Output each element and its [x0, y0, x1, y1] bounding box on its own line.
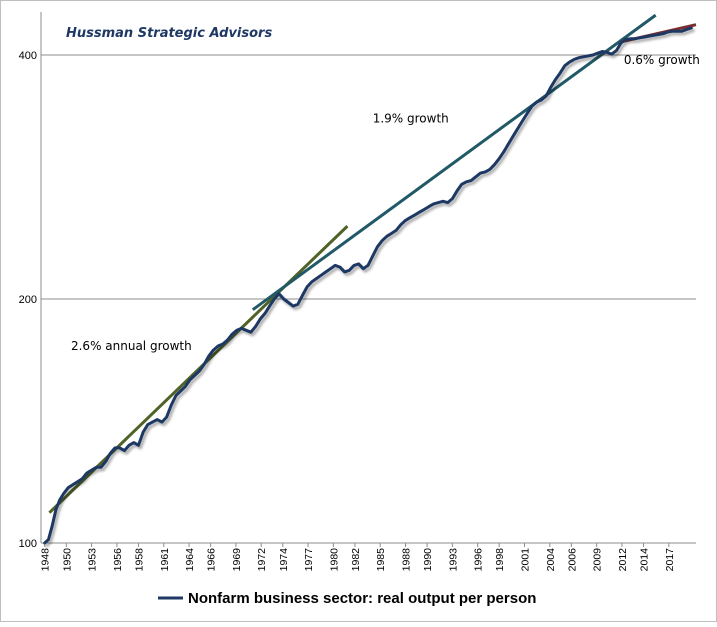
y-tick-label-100: 100 [19, 538, 37, 550]
trend-line-2 [251, 13, 657, 311]
x-tick-label-1993: 1993 [447, 548, 459, 572]
x-tick-label-1985: 1985 [375, 548, 387, 572]
trend-line-1 [48, 225, 349, 514]
legend-label: Nonfarm business sector: real output per… [188, 590, 536, 607]
x-tick-label-1988: 1988 [401, 548, 413, 572]
x-tick-label-1996: 1996 [473, 548, 485, 572]
x-tick-label-1956: 1956 [112, 548, 124, 572]
x-tick-label-1969: 1969 [231, 548, 243, 572]
watermark-text: Hussman Strategic Advisors [66, 26, 272, 41]
x-tick-label-1974: 1974 [278, 548, 290, 572]
x-tick-label-1972: 1972 [256, 548, 268, 572]
x-tick-label-1998: 1998 [494, 548, 506, 572]
annotation-1: 2.6% annual growth [71, 339, 192, 353]
x-tick-label-1980: 1980 [328, 548, 340, 572]
x-tick-label-2017: 2017 [664, 548, 676, 572]
x-tick-label-1982: 1982 [350, 548, 362, 572]
x-tick-label-2004: 2004 [545, 548, 557, 572]
series-line-1 [43, 26, 693, 545]
x-tick-label-2006: 2006 [566, 548, 578, 572]
x-tick-label-1966: 1966 [206, 548, 218, 572]
legend: Nonfarm business sector: real output per… [158, 590, 536, 607]
x-tick-label-1958: 1958 [133, 548, 145, 572]
y-tick-label-400: 400 [19, 50, 37, 62]
x-tick-label-1948: 1948 [40, 548, 52, 572]
x-tick-label-1964: 1964 [184, 548, 196, 572]
x-tick-label-1961: 1961 [159, 548, 171, 572]
annotation-3: 0.6% growth [624, 53, 700, 67]
x-tick-label-1950: 1950 [61, 548, 73, 572]
x-tick-label-1977: 1977 [303, 548, 315, 572]
x-tick-label-2009: 2009 [592, 548, 604, 572]
x-tick-label-1990: 1990 [422, 548, 434, 572]
x-tick-label-2012: 2012 [617, 548, 629, 572]
x-tick-label-2001: 2001 [520, 548, 532, 572]
y-tick-label-200: 200 [19, 294, 37, 306]
x-tick-label-2014: 2014 [639, 548, 651, 572]
annotation-2: 1.9% growth [373, 112, 449, 126]
x-tick-label-1953: 1953 [87, 548, 99, 572]
